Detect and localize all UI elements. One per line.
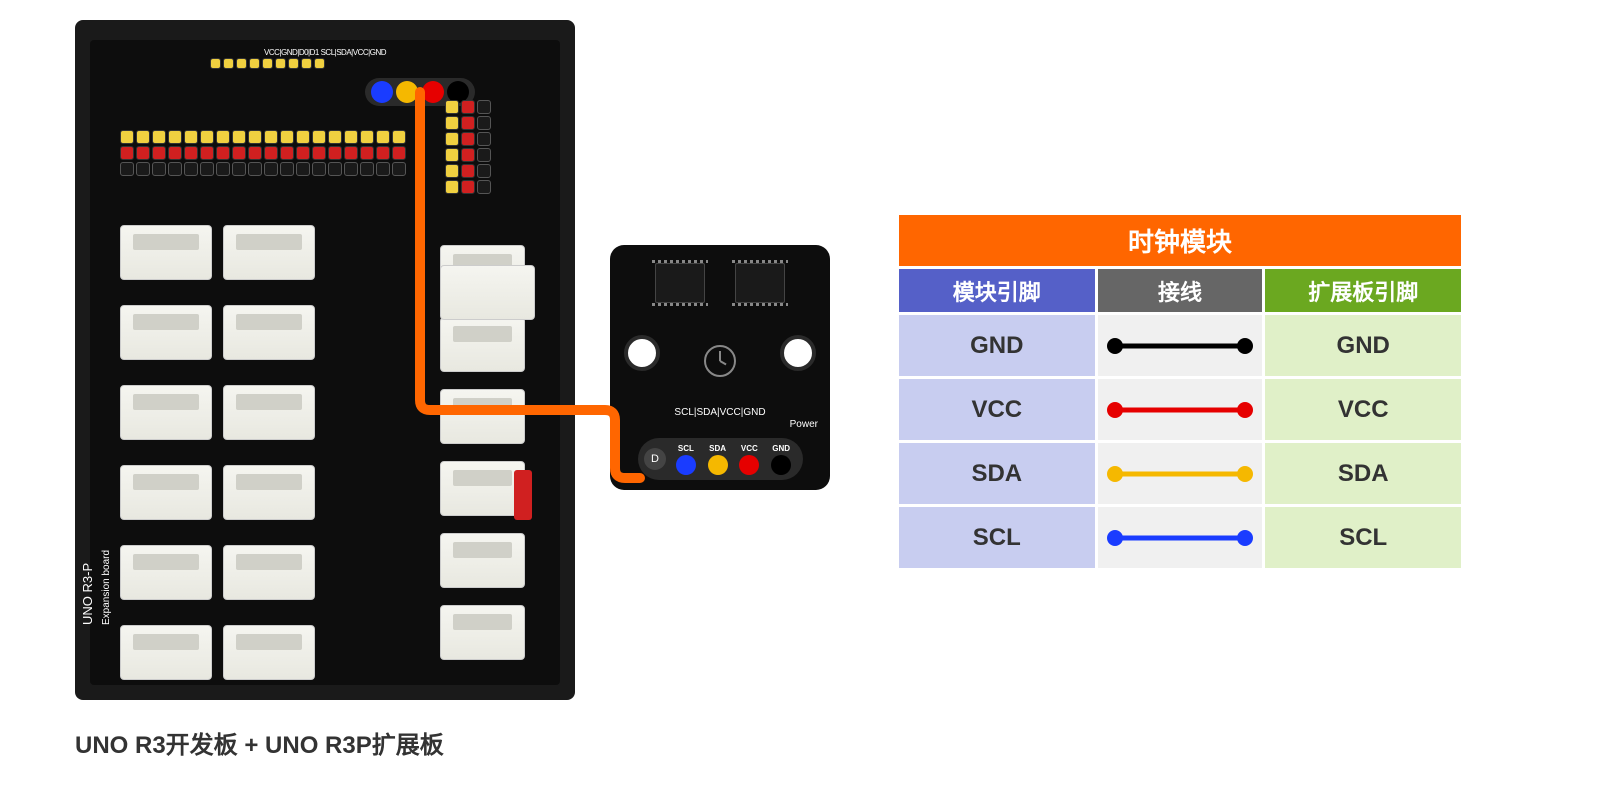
analog-pins [445,100,535,196]
connector-right [440,317,525,372]
wire-cell [1096,378,1264,442]
i2c-scl-dot [371,81,393,103]
module-pin-labels: SCL|SDA|VCC|GND [610,407,830,418]
connector-left [120,305,212,360]
board-subname-vertical: Expansion board [101,550,112,625]
table-row: SCL SCL [898,506,1463,570]
connector-left [223,625,315,680]
chip-2 [735,263,785,303]
table-row: SDA SDA [898,442,1463,506]
table-row: GND GND [898,314,1463,378]
table-row: VCC VCC [898,378,1463,442]
connector-p7 [440,265,535,320]
table-header: 模块引脚 [898,268,1097,314]
board-pin-cell: GND [1264,314,1463,378]
connector-left [223,385,315,440]
connector-right [440,461,525,516]
strip-vcc [120,146,450,160]
module-pin-cell: GND [898,314,1097,378]
i2c-sda-dot [396,81,418,103]
connector-left [120,385,212,440]
connector-left [120,225,212,280]
module-pin-sda: SDA [702,444,734,475]
pin-label: SCL [678,444,694,453]
module-pin-cell: VCC [898,378,1097,442]
pin-label: GND [772,444,790,453]
wire-cell [1096,506,1264,570]
pin-label: SDA [709,444,726,453]
pin-dot [676,455,696,475]
connector-left [120,465,212,520]
wire-cell [1096,314,1264,378]
table-title: 时钟模块 [898,214,1463,268]
connector-left [223,545,315,600]
board-pin-cell: SCL [1264,506,1463,570]
main-board: VCC|GND|D0|D1 SCL|SDA|VCC|GND UNO R3-P E… [75,20,575,700]
pin-dot [739,455,759,475]
module-chips [640,263,800,318]
board-caption: UNO R3开发板 + UNO R3P扩展板 [75,725,444,760]
connector-left [223,305,315,360]
module-pin-cell: SDA [898,442,1097,506]
3v3-header [514,470,532,520]
strip-gnd [120,162,450,176]
connector-left [223,225,315,280]
top-pin-row [210,58,340,74]
board-pin-cell: SDA [1264,442,1463,506]
clock-icon [704,345,736,377]
table-header: 扩展板引脚 [1264,268,1463,314]
mounting-hole-left [624,335,660,371]
module-pin-cell: SCL [898,506,1097,570]
module-pins: D SCL SDA VCC GND [638,438,803,480]
module-d-marker: D [644,448,666,470]
module-pin-vcc: VCC [734,444,766,475]
connector-left [120,625,212,680]
pin-mapping-table: 时钟模块 模块引脚接线扩展板引脚 GNDGNDVCCVCCSDASDASCLSC… [896,212,1464,571]
power-label: Power [790,419,818,430]
module-pin-gnd: GND [765,444,797,475]
table-header: 接线 [1096,268,1264,314]
pin-dot [708,455,728,475]
connector-right [440,533,525,588]
connectors-grid [120,225,318,701]
board-inner: VCC|GND|D0|D1 SCL|SDA|VCC|GND UNO R3-P E… [90,40,560,685]
pin-label: VCC [741,444,758,453]
chip-1 [655,263,705,303]
strip-signal [120,130,450,144]
module-pin-scl: SCL [670,444,702,475]
wire-cell [1096,442,1264,506]
pin-dot [771,455,791,475]
i2c-vcc-dot [422,81,444,103]
clock-module: SCL|SDA|VCC|GND Power D SCL SDA VCC GND [610,245,830,490]
connector-right [440,605,525,660]
connector-right [440,389,525,444]
board-name-vertical: UNO R3-P [80,563,95,625]
mounting-hole-right [780,335,816,371]
connector-left [223,465,315,520]
top-pin-labels: VCC|GND|D0|D1 SCL|SDA|VCC|GND [215,48,435,57]
digital-pin-strip [120,130,450,178]
connector-left [120,545,212,600]
board-pin-cell: VCC [1264,378,1463,442]
